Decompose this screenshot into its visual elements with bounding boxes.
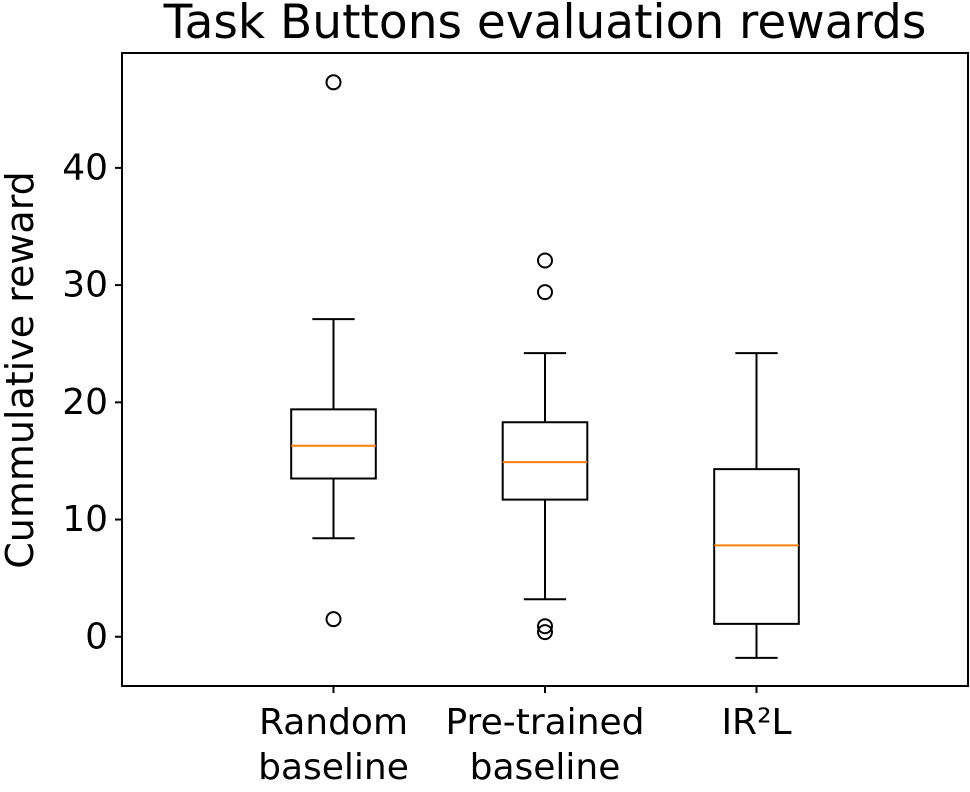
plot-frame	[121, 52, 969, 687]
y-tick-label: 0	[85, 616, 108, 657]
x-tick-label: Pre-trained baseline	[445, 702, 644, 788]
x-tick-label: IR²L	[721, 702, 791, 743]
y-axis-label: Cummulative reward	[0, 171, 42, 569]
outlier-point	[537, 284, 553, 301]
box-group-1	[290, 74, 377, 628]
y-tick-label: 10	[62, 499, 108, 540]
y-tick-label: 40	[62, 147, 108, 188]
outlier-point	[537, 252, 553, 269]
y-tick-label: 20	[62, 382, 108, 423]
y-tick-label: 30	[62, 265, 108, 306]
outlier-point	[325, 611, 342, 628]
iqr-box	[713, 468, 800, 625]
outlier-point	[537, 618, 553, 635]
iqr-box	[290, 408, 377, 480]
outlier-point	[537, 624, 553, 641]
x-tick-label: Random baseline	[258, 702, 409, 788]
outlier-point	[325, 74, 342, 91]
chart-title: Task Buttons evaluation rewards	[163, 0, 927, 50]
box-group-3	[713, 352, 800, 659]
iqr-box	[501, 421, 589, 501]
box-group-2	[501, 252, 589, 641]
